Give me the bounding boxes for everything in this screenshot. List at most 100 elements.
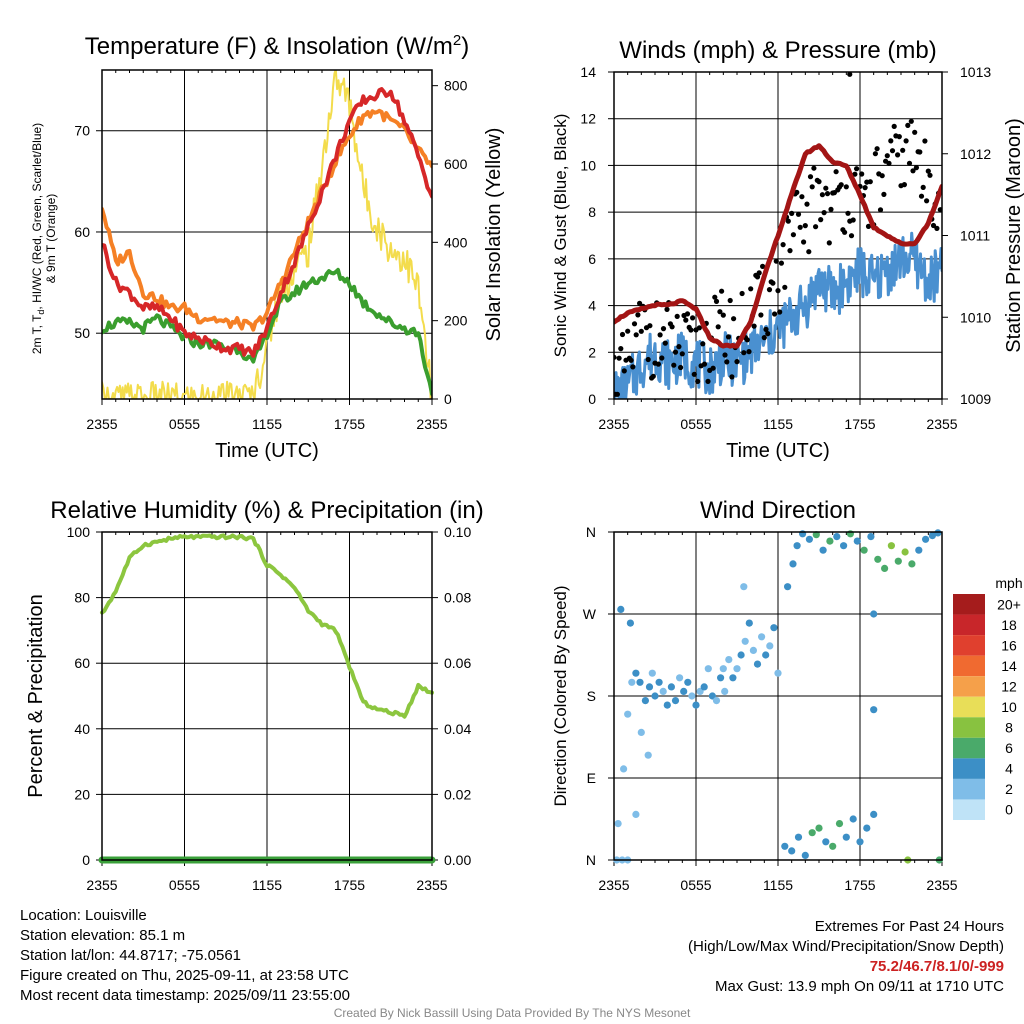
- y-tick-label: 14: [580, 64, 596, 80]
- x-tick-label: 1755: [844, 877, 875, 893]
- direction-point: [733, 665, 741, 673]
- x-tick-label: 0555: [169, 877, 200, 893]
- gust-point: [807, 174, 814, 180]
- gust-point: [650, 373, 656, 379]
- figure-created: Figure created on Thu, 2025-09-11, at 23…: [20, 967, 349, 984]
- gust-point: [660, 326, 667, 332]
- y-tick-label: N: [586, 524, 596, 540]
- direction-point: [922, 535, 930, 543]
- gust-point: [879, 173, 885, 179]
- gust-point: [621, 368, 627, 374]
- direction-point: [680, 687, 688, 696]
- gust-point: [917, 149, 923, 155]
- station-info: Location: Louisville Station elevation: …: [20, 906, 350, 1006]
- gust-point: [910, 168, 916, 174]
- gust-point: [797, 224, 803, 230]
- gust-point: [918, 193, 925, 199]
- y-tick-label: 100: [67, 524, 91, 540]
- gust-point: [719, 288, 725, 294]
- direction-point: [663, 701, 671, 709]
- gust-point: [696, 325, 703, 331]
- gust-point: [922, 138, 928, 144]
- gust-point: [748, 286, 754, 292]
- y-axis-label: Direction (Colored By Speed): [551, 585, 570, 806]
- direction-point: [626, 619, 635, 627]
- y-tick-label: W: [583, 606, 597, 622]
- x-tick-label: 1155: [252, 416, 282, 432]
- direction-point: [719, 665, 727, 673]
- direction-point: [667, 683, 676, 691]
- direction-point: [808, 829, 816, 837]
- direction-point: [637, 728, 645, 737]
- series-line-2: [102, 87, 432, 358]
- plot-frame: [613, 531, 943, 861]
- direction-point: [729, 674, 737, 682]
- direction-point: [620, 765, 628, 773]
- y-tick-label: 8: [588, 204, 596, 220]
- gust-point: [655, 361, 662, 367]
- gust-point: [734, 359, 740, 365]
- direction-point: [636, 678, 644, 686]
- gust-point: [713, 298, 720, 304]
- y2-tick-label: 0.08: [444, 590, 471, 606]
- gust-point: [785, 218, 791, 224]
- gust-point: [924, 198, 930, 204]
- direction-point: [632, 810, 640, 819]
- chart-title-close: ): [461, 33, 469, 60]
- direction-point: [853, 537, 861, 545]
- series-line-1: [102, 108, 432, 332]
- colorbar-swatch: [953, 737, 985, 759]
- gust-point: [886, 160, 892, 166]
- direction-point: [617, 605, 625, 614]
- colorbar-label: 20+: [997, 596, 1021, 612]
- direction-point: [700, 683, 708, 691]
- gust-point: [637, 300, 643, 306]
- gust-point: [823, 185, 829, 191]
- direction-point: [842, 833, 850, 841]
- y2-tick-label: 1013: [960, 64, 991, 80]
- y-tick-label: 50: [74, 325, 90, 341]
- y-tick-label: 60: [74, 224, 90, 240]
- direction-point: [822, 838, 830, 846]
- colorbar-label: 18: [1001, 617, 1017, 633]
- gust-point: [614, 391, 621, 397]
- direction-point: [794, 833, 803, 841]
- gust-point: [683, 317, 689, 323]
- max-gust-point: [847, 72, 853, 77]
- x-tick-label: 2355: [598, 877, 629, 893]
- y-tick-label: 0: [588, 391, 596, 407]
- y2-tick-label: 1009: [960, 391, 991, 407]
- gust-point: [809, 184, 815, 190]
- gust-point: [720, 312, 726, 318]
- direction-point: [870, 810, 878, 819]
- direction-point: [628, 678, 636, 686]
- gust-point: [888, 138, 894, 144]
- direction-point: [870, 706, 878, 714]
- gust-point: [744, 337, 750, 343]
- gust-point: [691, 371, 697, 377]
- gust-point: [913, 165, 920, 171]
- colorbar-unit-label: mph: [995, 575, 1022, 591]
- gust-point: [659, 355, 665, 361]
- colorbar-swatch: [953, 635, 985, 656]
- direction-point: [721, 687, 729, 696]
- gust-point: [739, 290, 745, 297]
- chart-panel-2: 2355 0555 1155 1755 235502468101214100910101…: [551, 37, 1024, 462]
- gust-point: [630, 364, 636, 370]
- direction-point: [870, 610, 878, 618]
- gust-point: [802, 223, 808, 229]
- gust-point: [710, 365, 716, 371]
- gust-point: [645, 356, 651, 363]
- direction-point: [684, 678, 692, 686]
- gust-point: [877, 207, 884, 213]
- gust-point: [690, 315, 696, 321]
- direction-point: [753, 660, 762, 668]
- gust-point: [806, 249, 812, 255]
- direction-point: [805, 535, 814, 543]
- gust-point: [912, 129, 918, 135]
- gust-point: [688, 327, 694, 333]
- gust-point: [722, 352, 728, 358]
- direction-point: [770, 624, 778, 632]
- x-tick-label: 1755: [334, 416, 365, 432]
